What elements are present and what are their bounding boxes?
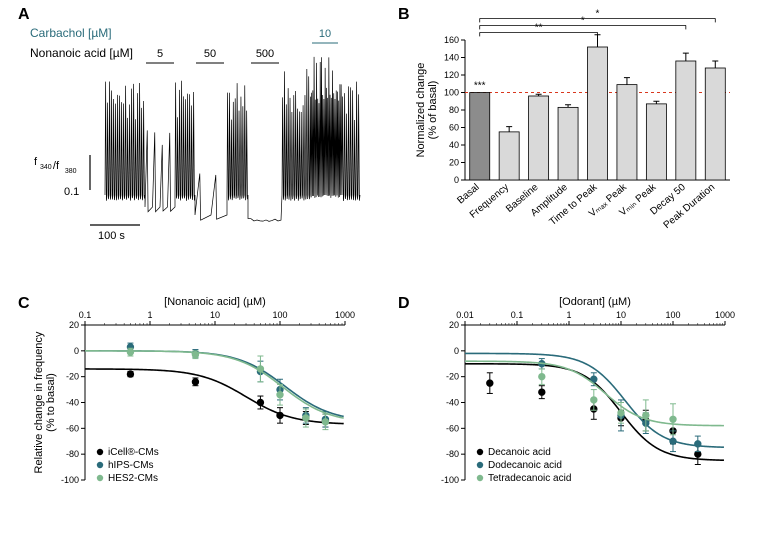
svg-text:0: 0 bbox=[454, 175, 459, 185]
svg-text:Carbachol [µM]: Carbachol [µM] bbox=[30, 26, 112, 40]
svg-text:20: 20 bbox=[69, 320, 79, 330]
svg-text:-100: -100 bbox=[61, 475, 79, 485]
svg-text:1000: 1000 bbox=[335, 310, 355, 320]
svg-text:[Nonanoic acid] (µM): [Nonanoic acid] (µM) bbox=[164, 296, 266, 308]
svg-text:-100: -100 bbox=[441, 475, 459, 485]
svg-text:*: * bbox=[581, 15, 585, 26]
svg-text:Tetradecanoic acid: Tetradecanoic acid bbox=[488, 473, 571, 484]
svg-text:f340/f380: f340/f380 bbox=[34, 156, 77, 175]
svg-text:Relative change in frequency(%: Relative change in frequency(% to basal) bbox=[33, 331, 57, 473]
svg-text:0.1: 0.1 bbox=[79, 310, 92, 320]
svg-text:Peak Duration: Peak Duration bbox=[662, 182, 718, 231]
svg-text:Nonanoic acid [µM]: Nonanoic acid [µM] bbox=[30, 46, 133, 60]
svg-text:0: 0 bbox=[74, 346, 79, 356]
svg-text:1: 1 bbox=[566, 310, 571, 320]
svg-text:80: 80 bbox=[449, 105, 459, 115]
svg-text:-60: -60 bbox=[446, 423, 459, 433]
panel-a-label: A bbox=[18, 6, 30, 24]
svg-text:-40: -40 bbox=[66, 398, 79, 408]
svg-text:100: 100 bbox=[272, 310, 287, 320]
svg-text:HES2-CMs: HES2-CMs bbox=[108, 473, 158, 484]
svg-text:Normalized change(% of basal): Normalized change(% of basal) bbox=[415, 63, 439, 158]
svg-text:20: 20 bbox=[449, 158, 459, 168]
svg-text:20: 20 bbox=[449, 320, 459, 330]
svg-text:40: 40 bbox=[449, 140, 459, 150]
svg-text:100: 100 bbox=[444, 88, 459, 98]
svg-text:hIPS-CMs: hIPS-CMs bbox=[108, 460, 154, 471]
panel-c-label: C bbox=[18, 295, 30, 313]
svg-text:**: ** bbox=[535, 22, 543, 33]
panel-d-doseresponse: 0.010.11101001000[Odorant] (µM)-100-80-6… bbox=[410, 300, 750, 540]
svg-text:0.1: 0.1 bbox=[511, 310, 524, 320]
panel-b-label: B bbox=[398, 6, 410, 24]
svg-text:500: 500 bbox=[256, 48, 274, 60]
svg-text:Decanoic acid: Decanoic acid bbox=[488, 447, 551, 458]
svg-text:100: 100 bbox=[665, 310, 680, 320]
svg-text:-20: -20 bbox=[66, 372, 79, 382]
panel-c-doseresponse: 0.11101001000[Nonanoic acid] (µM)-100-80… bbox=[30, 300, 380, 540]
svg-text:5: 5 bbox=[157, 48, 163, 60]
svg-text:1: 1 bbox=[147, 310, 152, 320]
svg-text:[Odorant] (µM): [Odorant] (µM) bbox=[559, 296, 631, 308]
svg-text:***: *** bbox=[474, 81, 486, 92]
panel-a-trace: Carbachol [µM] Nonanoic acid [µM] 5 50 500 10… bbox=[30, 25, 380, 255]
svg-text:10: 10 bbox=[616, 310, 626, 320]
svg-text:-40: -40 bbox=[446, 398, 459, 408]
svg-text:0: 0 bbox=[454, 346, 459, 356]
svg-text:0.01: 0.01 bbox=[456, 310, 474, 320]
svg-text:iCell®-CMs: iCell®-CMs bbox=[108, 447, 159, 458]
svg-text:0.1: 0.1 bbox=[64, 186, 79, 198]
svg-text:-80: -80 bbox=[66, 449, 79, 459]
panel-b-barchart: 020406080100120140160BasalFrequencyBasel… bbox=[410, 5, 750, 275]
panel-d-label: D bbox=[398, 295, 410, 313]
svg-text:10: 10 bbox=[319, 28, 331, 40]
svg-text:100 s: 100 s bbox=[98, 230, 125, 242]
svg-text:140: 140 bbox=[444, 53, 459, 63]
svg-text:50: 50 bbox=[204, 48, 216, 60]
svg-text:160: 160 bbox=[444, 35, 459, 45]
svg-text:*: * bbox=[596, 8, 600, 19]
svg-text:120: 120 bbox=[444, 70, 459, 80]
svg-text:-20: -20 bbox=[446, 372, 459, 382]
svg-text:60: 60 bbox=[449, 123, 459, 133]
svg-text:-80: -80 bbox=[446, 449, 459, 459]
svg-text:Dodecanoic acid: Dodecanoic acid bbox=[488, 460, 562, 471]
svg-text:-60: -60 bbox=[66, 423, 79, 433]
svg-text:1000: 1000 bbox=[715, 310, 735, 320]
svg-text:10: 10 bbox=[210, 310, 220, 320]
